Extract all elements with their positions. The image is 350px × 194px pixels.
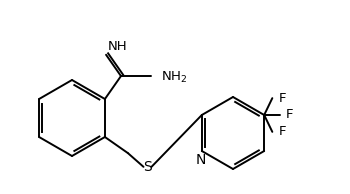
Text: S: S [143, 160, 152, 174]
Text: NH: NH [108, 40, 128, 53]
Text: F: F [286, 108, 294, 121]
Text: NH$_2$: NH$_2$ [161, 69, 187, 85]
Text: F: F [278, 92, 286, 105]
Text: N: N [196, 153, 206, 167]
Text: F: F [278, 125, 286, 138]
